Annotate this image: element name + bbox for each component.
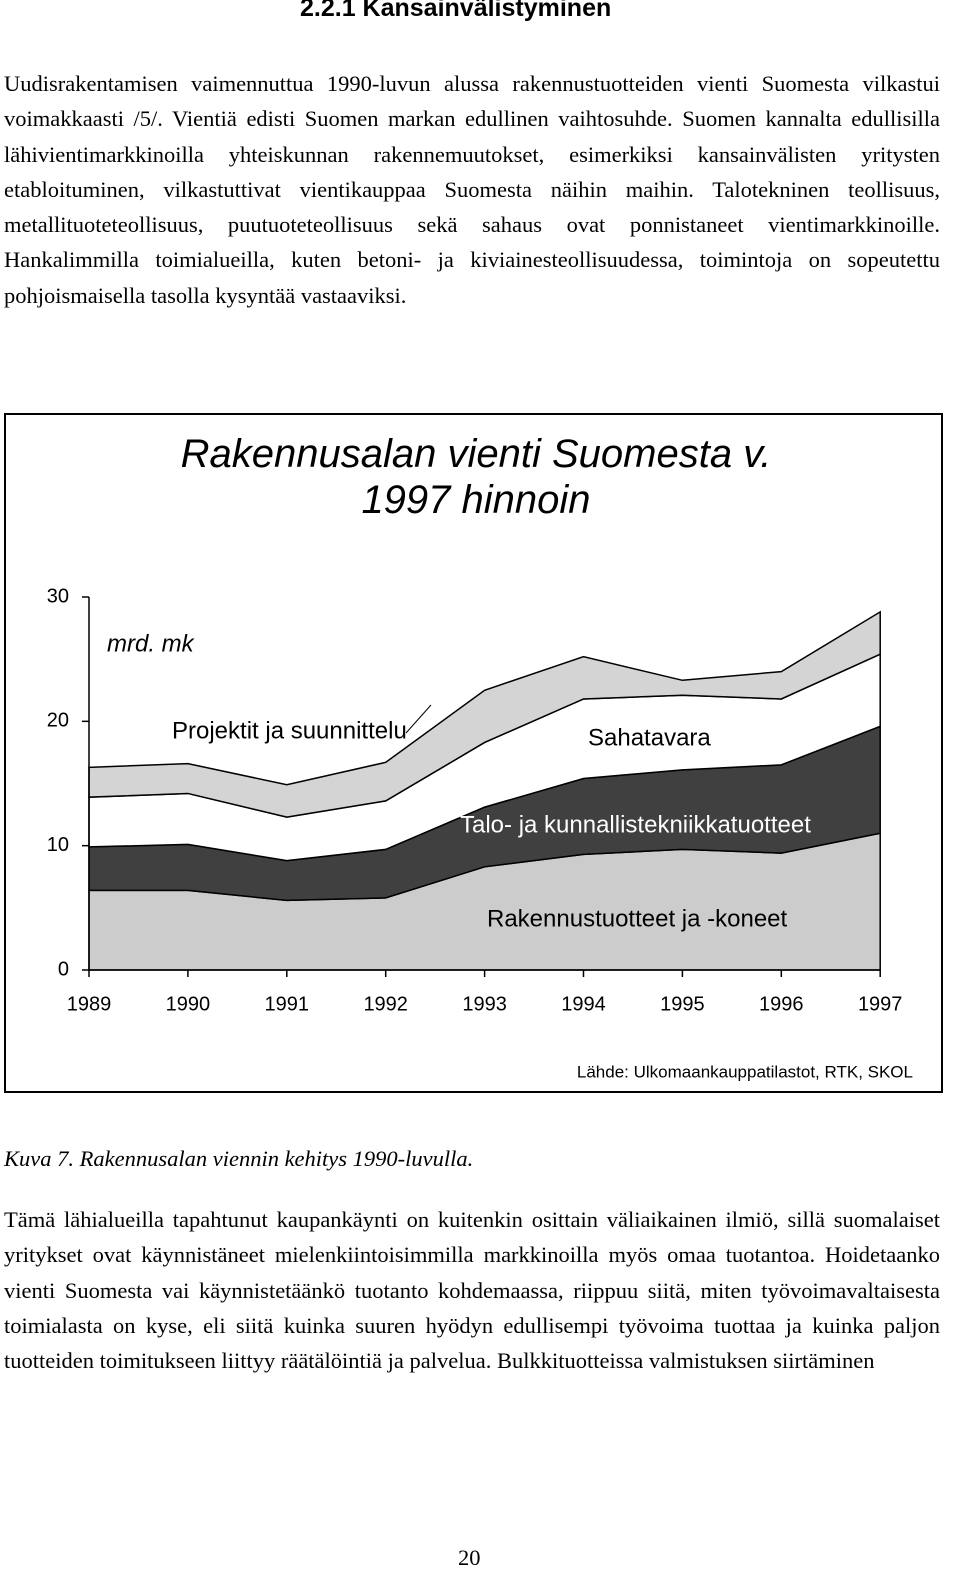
x-tick-label: 1991	[265, 993, 310, 1015]
x-tick-label: 1992	[363, 993, 408, 1015]
chart-frame: Rakennusalan vienti Suomesta v. 1997 hin…	[4, 413, 943, 1093]
series-label: Projektit ja suunnittelu	[172, 717, 407, 744]
source-note: Lähde: Ulkomaankauppatilastot, RTK, SKOL	[577, 1062, 913, 1081]
series-label: Rakennustuotteet ja -koneet	[487, 905, 788, 932]
figure-caption: Kuva 7. Rakennusalan viennin kehitys 199…	[4, 1146, 474, 1171]
series-label: Sahatavara	[588, 724, 711, 751]
x-tick-label: 1993	[462, 993, 507, 1015]
x-tick-label: 1995	[660, 993, 705, 1015]
x-tick-label: 1994	[561, 993, 606, 1015]
chart: 0 10 20 30 1989 1990 1991 1992 1993 1994 1995 1996 1…	[47, 585, 913, 1081]
y-tick-label: 20	[47, 710, 69, 732]
x-tick-label: 1997	[858, 993, 903, 1015]
leader-line	[405, 704, 432, 734]
x-tick-label: 1990	[166, 993, 211, 1015]
chart-title: Rakennusalan vienti Suomesta v. 1997 hin…	[180, 432, 772, 522]
y-tick-label: 0	[58, 958, 69, 980]
x-tick-label: 1989	[67, 993, 112, 1015]
page-number: 20	[458, 1545, 481, 1570]
paragraph: Uudisrakentamisen vaimennuttua 1990-luvu…	[4, 71, 940, 308]
x-tick-label: 1996	[759, 993, 804, 1015]
section-heading: 2.2.1 Kansainvälistyminen	[300, 0, 612, 22]
area	[88, 610, 881, 818]
paragraph: Tämä lähialueilla tapahtunut kaupankäynt…	[4, 1207, 940, 1374]
series-label: Talo- ja kunnallistekniikkatuotteet	[460, 811, 811, 838]
y-tick-label: 30	[47, 585, 69, 607]
y-unit-label: mrd. mk	[107, 630, 196, 657]
y-tick-label: 10	[47, 834, 69, 856]
